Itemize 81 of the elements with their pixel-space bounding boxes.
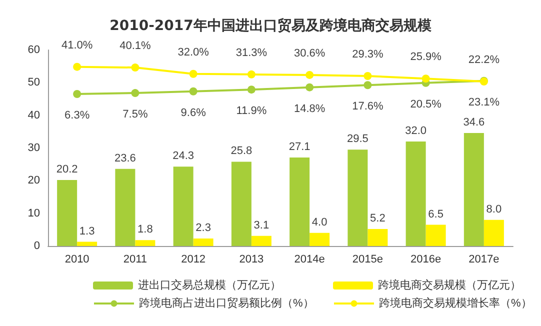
point xyxy=(73,62,82,71)
legend-label: 跨境电商占进出口贸易额比例（%） xyxy=(139,296,314,310)
y-tick-label: 50 xyxy=(28,76,40,89)
point xyxy=(131,64,140,72)
bar xyxy=(426,224,446,246)
point xyxy=(189,70,198,78)
data-label: 32.0% xyxy=(178,46,210,58)
data-label: 3.1 xyxy=(254,219,270,232)
legend-label: 跨境电商交易规模增长率（%） xyxy=(379,296,532,310)
bar xyxy=(290,157,310,246)
x-tick-label: 2012 xyxy=(181,254,206,266)
y-tick-label: 20 xyxy=(28,174,40,187)
point xyxy=(364,72,372,80)
data-label: 9.6% xyxy=(180,106,206,119)
data-label: 27.1 xyxy=(288,140,310,153)
y-tick-label: 30 xyxy=(28,142,40,154)
x-tick-label: 2010 xyxy=(64,254,90,266)
bar xyxy=(464,132,484,246)
bar xyxy=(348,150,368,246)
point xyxy=(131,89,140,98)
y-tick-label: 10 xyxy=(28,207,40,220)
data-label: 29.3% xyxy=(352,48,384,60)
point xyxy=(247,70,256,78)
data-label: 22.2% xyxy=(468,54,500,66)
data-label: 6.5 xyxy=(428,208,444,220)
bar xyxy=(77,242,98,246)
data-label: 32.0 xyxy=(405,124,427,137)
bar xyxy=(135,240,156,246)
data-label: 34.6 xyxy=(463,116,485,128)
data-label: 2.3 xyxy=(196,222,211,234)
data-label: 30.6% xyxy=(294,47,326,60)
data-label: 1.3 xyxy=(79,225,95,238)
data-label: 1.8 xyxy=(138,224,153,236)
data-label: 11.9% xyxy=(236,105,267,118)
y-tick-label: 60 xyxy=(28,44,40,56)
point xyxy=(306,70,314,79)
bar xyxy=(173,166,194,246)
data-label: 8.0 xyxy=(486,203,502,216)
bar xyxy=(406,141,426,246)
bar xyxy=(193,238,214,246)
bar xyxy=(115,168,136,246)
bar xyxy=(251,236,272,246)
point xyxy=(189,87,198,96)
data-label: 24.3 xyxy=(172,150,194,162)
data-label: 5.2 xyxy=(370,212,386,225)
x-tick-label: 2011 xyxy=(123,254,148,266)
x-tick-label: 2017e xyxy=(468,254,500,266)
data-label: 14.8% xyxy=(294,102,326,115)
data-label: 6.3% xyxy=(64,109,90,122)
point xyxy=(73,90,82,98)
data-label: 20.5% xyxy=(410,98,442,110)
data-label: 23.1% xyxy=(468,96,500,108)
legend-label: 跨境电商交易规模（万亿元） xyxy=(378,278,521,292)
data-label: 41.0% xyxy=(61,39,93,52)
data-label: 25.8 xyxy=(230,145,252,158)
data-label: 4.0 xyxy=(312,216,328,228)
point xyxy=(422,74,430,83)
point xyxy=(247,86,256,94)
y-tick-label: 40 xyxy=(28,109,40,122)
x-tick-label: 2015e xyxy=(352,254,383,266)
y-tick-label: 0 xyxy=(34,240,40,252)
point xyxy=(306,83,314,92)
point xyxy=(364,81,372,90)
data-label: 7.5% xyxy=(122,108,148,121)
bar xyxy=(368,229,388,246)
data-label: 17.6% xyxy=(352,100,384,113)
chart-title: 2010-2017年中国进出口贸易及跨境电商交易规模 xyxy=(110,17,432,34)
data-label: 23.6 xyxy=(114,152,136,164)
legend-label: 进出口交易总规模（万亿元） xyxy=(138,278,281,292)
data-label: 29.5 xyxy=(346,133,368,146)
x-tick-label: 2013 xyxy=(239,254,264,266)
x-tick-label: 2016e xyxy=(410,254,442,266)
data-label: 31.3% xyxy=(236,46,268,59)
data-label: 25.9% xyxy=(410,51,442,64)
bar xyxy=(310,232,330,246)
bar xyxy=(231,162,252,246)
x-tick-label: 2014e xyxy=(294,254,325,266)
data-label: 20.2 xyxy=(56,164,78,176)
bar xyxy=(57,180,78,246)
bar xyxy=(484,220,504,246)
data-label: 40.1% xyxy=(120,40,151,52)
